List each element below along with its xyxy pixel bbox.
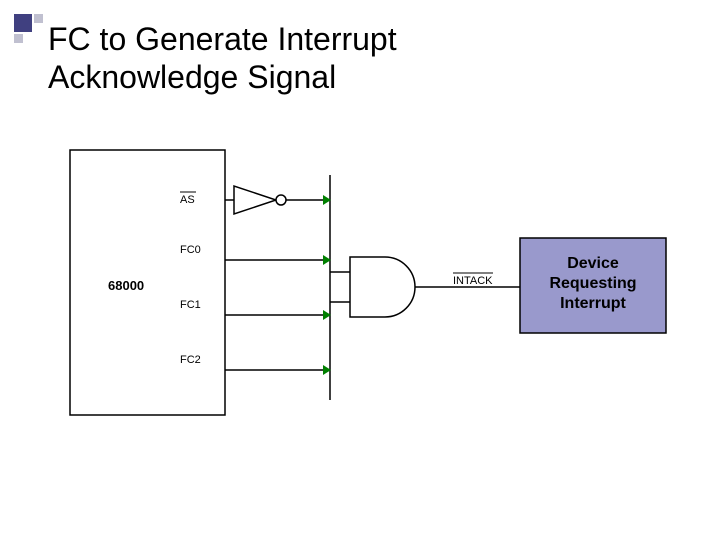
device-text-3: Interrupt xyxy=(560,295,626,312)
pin-label-as: AS xyxy=(180,194,195,206)
cpu-label: 68000 xyxy=(108,278,144,293)
device-text-1: Device xyxy=(567,255,619,272)
intack-label: INTACK xyxy=(453,275,493,287)
pin-label-fc0: FC0 xyxy=(180,244,201,256)
and-gate xyxy=(350,257,415,317)
pin-label-fc2: FC2 xyxy=(180,354,201,366)
circuit-diagram: 68000 Device Requesting Interrupt AS FC0… xyxy=(0,0,720,540)
cpu-block xyxy=(70,150,225,415)
pin-label-fc1: FC1 xyxy=(180,299,201,311)
device-text-2: Requesting xyxy=(549,275,636,292)
inverter-gate xyxy=(234,186,276,214)
